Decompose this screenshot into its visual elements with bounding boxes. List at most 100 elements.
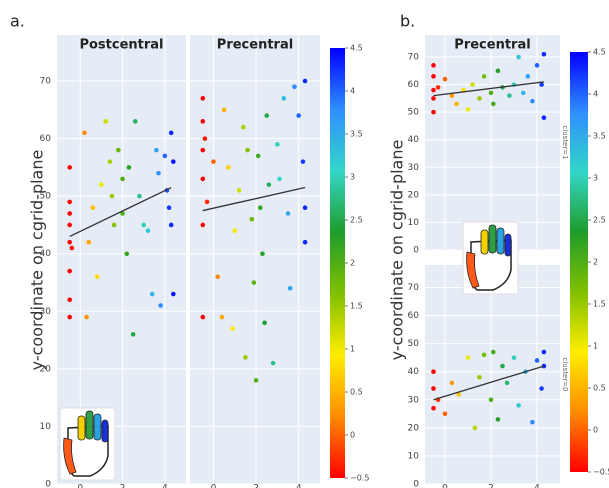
data-point: [120, 211, 125, 216]
data-point: [472, 425, 478, 431]
data-point: [431, 109, 436, 115]
data-point: [262, 320, 267, 326]
x-tick-label: 2: [488, 484, 494, 488]
data-point: [168, 222, 174, 228]
data-point: [516, 403, 521, 408]
data-point: [132, 119, 138, 124]
data-point: [442, 411, 448, 417]
facet-strip: cluster=0: [561, 357, 569, 391]
colorbar-tick-label: 0.5: [350, 388, 363, 397]
data-point: [534, 63, 540, 68]
finger: [101, 419, 109, 443]
y-tick-label: 10: [408, 451, 420, 461]
data-point: [264, 113, 270, 118]
data-point: [168, 130, 174, 136]
data-point: [449, 380, 455, 386]
colorbar-tick-label: 3.5: [593, 132, 606, 141]
data-point: [488, 90, 494, 96]
data-point: [120, 176, 125, 182]
x-tick-label: 4: [296, 484, 302, 488]
data-point: [145, 228, 151, 234]
colorbar-tick-label: 3: [593, 174, 598, 183]
data-point: [67, 199, 72, 205]
data-point: [516, 54, 521, 60]
colorbar-tick-label: −0.5: [350, 474, 369, 483]
colorbar-tick-label: 2.5: [350, 216, 363, 225]
facet-title: Precentral: [454, 38, 530, 53]
colorbar-tick-label: 3: [350, 173, 355, 182]
y-tick-label: 40: [408, 367, 420, 377]
data-point: [270, 360, 276, 366]
data-point: [86, 239, 92, 245]
data-point: [200, 119, 206, 124]
data-point: [69, 245, 75, 251]
data-point: [449, 93, 455, 98]
data-point: [249, 216, 255, 222]
data-point: [219, 314, 225, 320]
panel-label: b.: [400, 12, 415, 31]
data-point: [431, 386, 436, 391]
y-tick-label: 50: [408, 108, 420, 118]
y-tick-label: 20: [408, 190, 420, 200]
data-point: [541, 51, 547, 57]
x-tick-label: 4: [534, 484, 540, 488]
colorbar-tick-label: 0: [593, 426, 598, 435]
y-tick-label: 70: [40, 77, 52, 87]
data-point: [477, 96, 482, 101]
data-point: [221, 107, 227, 113]
data-point: [454, 101, 459, 107]
colorbar: [570, 52, 588, 472]
data-point: [481, 74, 487, 79]
data-point: [124, 251, 130, 257]
data-point: [495, 68, 501, 74]
y-tick-label: 70: [408, 283, 420, 293]
finger: [480, 229, 489, 255]
y-tick-label: 50: [408, 339, 420, 349]
data-point: [539, 386, 544, 391]
data-point: [258, 205, 263, 210]
data-point: [431, 405, 436, 411]
colorbar-tick-label: −0.5: [593, 468, 609, 477]
data-point: [94, 274, 100, 280]
data-point: [275, 142, 280, 147]
data-point: [302, 239, 308, 245]
colorbar-tick-label: 1: [350, 345, 355, 354]
data-point: [82, 130, 87, 136]
data-point: [204, 199, 210, 205]
data-point: [500, 363, 505, 369]
data-point: [285, 211, 291, 216]
hand-icon: [59, 407, 116, 481]
data-point: [230, 326, 235, 331]
y-tick-label: 20: [408, 423, 420, 433]
hand-icon: [462, 221, 519, 295]
data-point: [431, 87, 436, 93]
colorbar-tick-label: 2: [593, 258, 598, 267]
x-tick-label: 2: [120, 484, 126, 488]
y-tick-label: 50: [40, 192, 52, 202]
data-point: [202, 136, 208, 141]
x-tick-label: 4: [162, 484, 168, 488]
y-tick-label: 0: [45, 480, 51, 488]
data-point: [137, 193, 142, 199]
y-tick-label: 0: [413, 480, 419, 488]
data-point: [232, 228, 238, 234]
data-point: [67, 297, 72, 303]
data-point: [504, 380, 510, 386]
data-point: [154, 147, 159, 153]
data-point: [99, 182, 104, 187]
data-point: [84, 314, 89, 320]
data-point: [90, 205, 96, 210]
y-tick-label: 30: [40, 307, 52, 317]
data-point: [226, 165, 231, 170]
colorbar-tick-label: 2.5: [593, 216, 606, 225]
finger: [504, 233, 512, 257]
data-point: [67, 268, 72, 274]
plots: a.y-coordinate on cgrid-plane01020304050…: [10, 12, 609, 488]
x-tick-label: 0: [77, 484, 83, 488]
data-point: [277, 176, 282, 182]
data-point: [109, 193, 115, 199]
y-tick-label: 30: [408, 163, 420, 173]
data-point: [488, 397, 494, 403]
